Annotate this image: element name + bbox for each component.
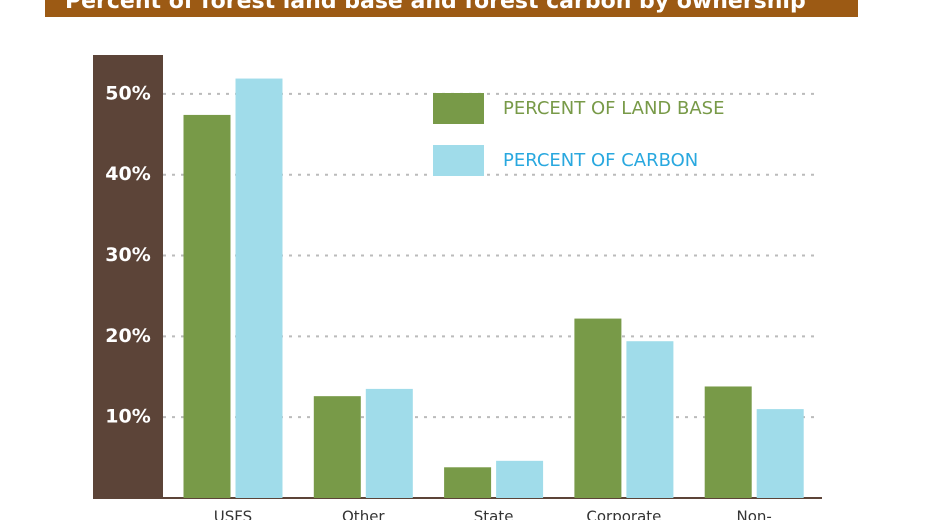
y-tick-label: 20% — [105, 325, 150, 347]
bar — [496, 460, 544, 498]
y-tick-label: 10% — [105, 406, 150, 428]
bar — [756, 409, 804, 498]
bar — [574, 318, 622, 498]
x-tick-label: Corporate — [586, 508, 661, 520]
y-tick-label: 30% — [105, 244, 150, 266]
y-axis-band — [93, 55, 163, 498]
bar — [444, 467, 492, 498]
title-bar — [45, 0, 858, 17]
legend-label: PERCENT OF CARBON — [503, 150, 698, 171]
legend-label: PERCENT OF LAND BASE — [503, 98, 724, 119]
x-tick-label: Non- — [737, 508, 772, 520]
chart-title: Percent of forest land base and forest c… — [65, 0, 806, 14]
y-tick-label: 40% — [105, 163, 150, 185]
bar — [183, 114, 231, 499]
x-tick-label: Other — [342, 508, 385, 520]
y-tick-label: 50% — [105, 82, 150, 104]
x-tick-label: USFS — [214, 508, 252, 520]
legend-swatch — [433, 93, 484, 124]
bar — [235, 78, 283, 498]
legend-swatch — [433, 145, 484, 176]
bar — [704, 386, 752, 498]
bar — [626, 341, 674, 498]
bar — [313, 396, 361, 498]
x-tick-label: State — [474, 508, 514, 520]
bar — [365, 388, 413, 498]
